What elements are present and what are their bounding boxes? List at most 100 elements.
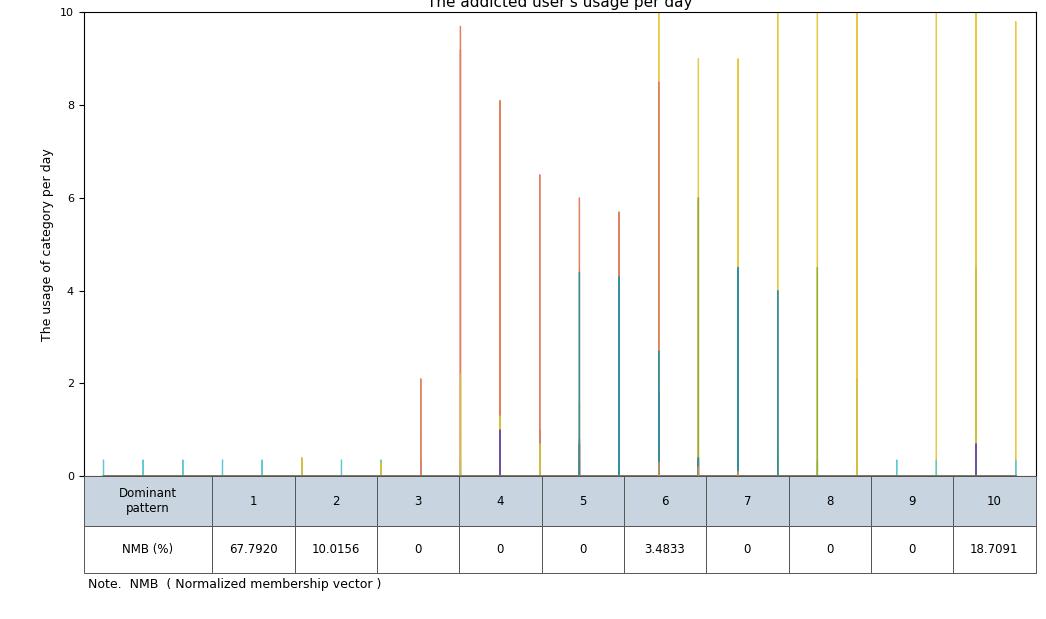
Web ( 0.98 min ) xyxy=(613,472,626,480)
Education ( 0 min ) xyxy=(533,426,546,433)
Game ( 261.1 min ) xyxy=(1009,472,1022,480)
Tool/Productivity ( 90.18 min ) xyxy=(454,472,467,480)
Shopping ( 0 min ) xyxy=(850,472,863,480)
X-axis label: The time zones: The time zones xyxy=(506,501,613,516)
Game ( 261.1 min ) xyxy=(256,472,269,480)
Health/exercise ( 0 min ) xyxy=(494,472,506,480)
System ( 1.2 min ) xyxy=(850,472,863,480)
Tool/Productivity ( 90.18 min ) xyxy=(217,472,229,480)
Business ( 10.88 min ) xyxy=(256,472,269,480)
Lifestyle ( 24.25 min ) xyxy=(613,407,626,415)
System ( 1.2 min ) xyxy=(137,472,150,480)
Tool/Productivity ( 90.18 min ) xyxy=(613,208,626,215)
Entertainment ( 53.85 min ) xyxy=(930,472,942,480)
SNS ( 18.15 min ) xyxy=(811,472,823,480)
Game ( 261.1 min ) xyxy=(613,472,626,480)
Lifestyle ( 24.25 min ) xyxy=(850,375,863,383)
Game ( 261.1 min ) xyxy=(970,472,982,480)
Decoration ( 0 min ) xyxy=(1009,472,1022,480)
Lifestyle ( 24.25 min ) xyxy=(454,472,467,480)
Lifestyle ( 24.25 min ) xyxy=(573,398,586,405)
Weather ( 0 min ) xyxy=(613,472,626,480)
Business ( 10.88 min ) xyxy=(692,472,705,480)
Pictures ( 3.2 min ) xyxy=(1009,472,1022,480)
SNS ( 18.15 min ) xyxy=(732,472,745,480)
Lifestyle ( 24.25 min ) xyxy=(217,472,229,480)
Decoration ( 0 min ) xyxy=(374,472,387,480)
Transportation ( 0 min ) xyxy=(533,472,546,480)
Entertainment ( 53.85 min ) xyxy=(772,472,784,480)
Bar xyxy=(212,526,295,573)
Game ( 261.1 min ) xyxy=(970,472,982,480)
Weather ( 0 min ) xyxy=(217,472,229,480)
Shopping ( 0 min ) xyxy=(177,472,189,480)
Entertainment ( 53.85 min ) xyxy=(1009,472,1022,480)
Bar xyxy=(459,526,542,573)
Weather ( 0 min ) xyxy=(930,472,942,480)
Tool/Productivity ( 90.18 min ) xyxy=(890,472,903,480)
Education ( 0 min ) xyxy=(454,472,467,480)
Business ( 10.88 min ) xyxy=(970,440,982,448)
Lifestyle ( 24.25 min ) xyxy=(494,412,506,420)
Education ( 0 min ) xyxy=(850,472,863,480)
Game ( 261.1 min ) xyxy=(970,9,982,16)
Bar xyxy=(953,526,1036,573)
Decoration ( 0 min ) xyxy=(930,472,942,480)
Pictures ( 3.2 min ) xyxy=(692,472,705,480)
Entertainment ( 53.85 min ) xyxy=(613,472,626,480)
Web ( 0.98 min ) xyxy=(692,472,705,480)
Transportation ( 0 min ) xyxy=(335,472,347,480)
SNS ( 18.15 min ) xyxy=(454,472,467,480)
Game ( 261.1 min ) xyxy=(97,472,110,480)
Entertainment ( 53.85 min ) xyxy=(692,472,705,480)
Web ( 0.98 min ) xyxy=(653,472,665,480)
Entertainment ( 53.85 min ) xyxy=(653,472,665,480)
Education ( 0 min ) xyxy=(414,472,427,480)
Education ( 0 min ) xyxy=(692,472,705,480)
Tool/Productivity ( 90.18 min ) xyxy=(414,375,427,383)
SNS ( 18.15 min ) xyxy=(137,472,150,480)
Entertainment ( 53.85 min ) xyxy=(454,472,467,480)
Y-axis label: The usage of category per day: The usage of category per day xyxy=(42,148,54,340)
Text: 6: 6 xyxy=(661,495,668,508)
Game ( 261.1 min ) xyxy=(573,472,586,480)
Game ( 261.1 min ) xyxy=(454,472,467,480)
Decoration ( 0 min ) xyxy=(613,472,626,480)
Health/exercise ( 0 min ) xyxy=(414,472,427,480)
SNS ( 18.15 min ) xyxy=(970,472,982,480)
Tool/Productivity ( 90.18 min ) xyxy=(533,472,546,480)
Tool/Productivity ( 90.18 min ) xyxy=(573,472,586,480)
Transportation ( 0 min ) xyxy=(692,472,705,480)
Weather ( 0 min ) xyxy=(772,472,784,480)
Web ( 0.98 min ) xyxy=(732,472,745,480)
Decoration ( 0 min ) xyxy=(890,472,903,480)
Health/exercise ( 0 min ) xyxy=(177,472,189,480)
Education ( 0 min ) xyxy=(772,472,784,480)
System ( 1.2 min ) xyxy=(335,472,347,480)
System ( 1.2 min ) xyxy=(217,472,229,480)
Weather ( 0 min ) xyxy=(494,472,506,480)
Lifestyle ( 24.25 min ) xyxy=(692,472,705,480)
Tool/Productivity ( 90.18 min ) xyxy=(613,472,626,480)
Web ( 0.98 min ) xyxy=(533,472,546,480)
Pictures ( 3.2 min ) xyxy=(217,472,229,480)
Education ( 0 min ) xyxy=(732,472,745,480)
Lifestyle ( 24.25 min ) xyxy=(653,472,665,480)
SNS ( 18.15 min ) xyxy=(930,472,942,480)
Health/exercise ( 0 min ) xyxy=(335,472,347,480)
Lifestyle ( 24.25 min ) xyxy=(335,472,347,480)
Lifestyle ( 24.25 min ) xyxy=(890,472,903,480)
Pictures ( 3.2 min ) xyxy=(177,472,189,480)
Business ( 10.88 min ) xyxy=(1009,472,1022,480)
Entertainment ( 53.85 min ) xyxy=(573,472,586,480)
Transportation ( 0 min ) xyxy=(97,472,110,480)
Bar xyxy=(789,476,871,526)
Text: 10.0156: 10.0156 xyxy=(312,543,360,556)
Transportation ( 0 min ) xyxy=(177,472,189,480)
System ( 1.2 min ) xyxy=(970,472,982,480)
Business ( 10.88 min ) xyxy=(177,472,189,480)
Education ( 0 min ) xyxy=(335,472,347,480)
Tool/Productivity ( 90.18 min ) xyxy=(494,472,506,480)
Game ( 261.1 min ) xyxy=(533,472,546,480)
Pictures ( 3.2 min ) xyxy=(692,194,705,202)
